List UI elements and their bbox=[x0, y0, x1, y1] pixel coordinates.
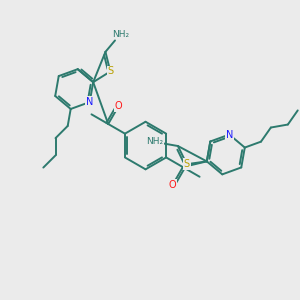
Text: O: O bbox=[115, 101, 122, 111]
Text: S: S bbox=[107, 66, 113, 76]
Text: NH₂: NH₂ bbox=[146, 137, 164, 146]
Text: NH₂: NH₂ bbox=[112, 30, 129, 39]
Text: S: S bbox=[184, 159, 190, 169]
Text: N: N bbox=[86, 97, 93, 107]
Text: N: N bbox=[226, 130, 233, 140]
Text: O: O bbox=[169, 180, 176, 190]
